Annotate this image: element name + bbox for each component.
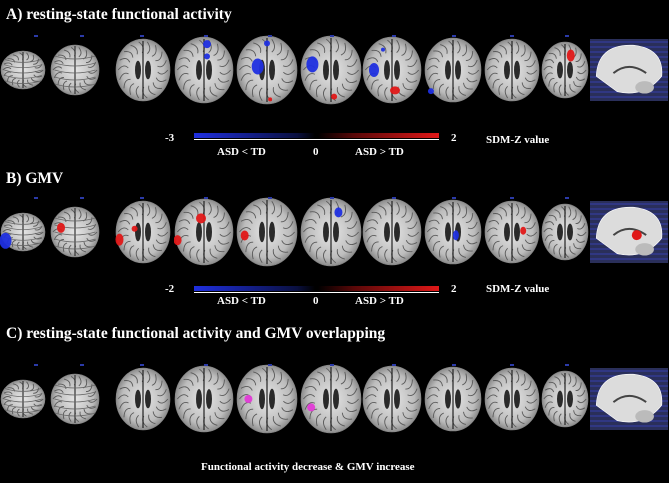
slice-marker bbox=[34, 35, 38, 37]
slice-marker bbox=[268, 197, 272, 199]
slice-marker bbox=[204, 197, 208, 199]
slice-marker bbox=[80, 364, 84, 366]
panel-a-colorbar-zero: 0 bbox=[313, 146, 319, 158]
slice-marker bbox=[34, 364, 38, 366]
brain-slice-axial bbox=[484, 200, 540, 264]
brain-slice-axial bbox=[115, 367, 171, 431]
slice-marker bbox=[80, 35, 84, 37]
panel-c-title: C) resting-state functional activity and… bbox=[6, 325, 386, 342]
panel-b-colorbar-max: 2 bbox=[451, 283, 457, 295]
panel-a-colorbar-axis bbox=[194, 139, 439, 140]
panel-a-colorbar-min: -3 bbox=[165, 132, 175, 144]
panel-c-slice-row bbox=[0, 364, 669, 434]
slice-marker bbox=[510, 364, 514, 366]
brain-slice-axial bbox=[484, 38, 540, 102]
brain-slice-axial bbox=[424, 199, 482, 265]
slice-marker bbox=[510, 197, 514, 199]
brain-slice-axial bbox=[362, 198, 422, 266]
panel-b-colorbar-zero: 0 bbox=[313, 295, 319, 307]
slice-marker bbox=[392, 197, 396, 199]
brain-slice-sagittal bbox=[590, 368, 668, 430]
brain-slice-axial bbox=[50, 44, 100, 96]
slice-marker bbox=[140, 197, 144, 199]
panel-b-colorbar-min: -2 bbox=[165, 283, 175, 295]
panel-a-slice-row bbox=[0, 35, 669, 105]
brain-slice-axial bbox=[484, 367, 540, 431]
brain-slice-axial bbox=[236, 35, 298, 105]
panel-b-label-increase: ASD > TD bbox=[355, 295, 404, 307]
slice-marker bbox=[452, 35, 456, 37]
brain-slice-axial bbox=[236, 197, 298, 267]
brain-slice-axial bbox=[0, 212, 46, 252]
slice-marker bbox=[140, 364, 144, 366]
panel-b-title: B) GMV bbox=[6, 170, 64, 187]
panel-a-title: A) resting-state functional activity bbox=[6, 6, 232, 23]
slice-marker bbox=[268, 35, 272, 37]
slice-marker bbox=[330, 364, 334, 366]
panel-a-colorbar-positive bbox=[318, 133, 439, 138]
panel-b-colorbar-negative bbox=[194, 286, 315, 291]
brain-slice-axial bbox=[174, 36, 234, 104]
panel-a-label-increase: ASD > TD bbox=[355, 146, 404, 158]
panel-a-colorbar-unit: SDM-Z value bbox=[486, 134, 550, 146]
panel-a-label-decrease: ASD < TD bbox=[217, 146, 266, 158]
slice-marker bbox=[330, 35, 334, 37]
brain-slice-axial bbox=[541, 41, 589, 99]
slice-marker bbox=[392, 35, 396, 37]
slice-marker bbox=[452, 197, 456, 199]
brain-slice-axial bbox=[541, 203, 589, 261]
slice-marker bbox=[204, 364, 208, 366]
slice-marker bbox=[392, 364, 396, 366]
brain-slice-sagittal bbox=[590, 39, 668, 101]
brain-slice-axial bbox=[362, 365, 422, 433]
panel-a-colorbar-max: 2 bbox=[451, 132, 457, 144]
brain-slice-sagittal bbox=[590, 201, 668, 263]
slice-marker bbox=[565, 35, 569, 37]
brain-slice-axial bbox=[300, 364, 362, 434]
slice-marker bbox=[204, 35, 208, 37]
brain-slice-axial bbox=[541, 370, 589, 428]
brain-slice-axial bbox=[0, 379, 46, 419]
slice-marker bbox=[330, 197, 334, 199]
panel-b-colorbar-positive bbox=[318, 286, 439, 291]
panel-c-caption: Functional activity decrease & GMV incre… bbox=[201, 461, 415, 473]
panel-a-colorbar-negative bbox=[194, 133, 315, 138]
brain-slice-axial bbox=[424, 366, 482, 432]
brain-slice-axial bbox=[300, 197, 362, 267]
brain-slice-axial bbox=[424, 37, 482, 103]
slice-marker bbox=[80, 197, 84, 199]
panel-b-colorbar-axis bbox=[194, 292, 439, 293]
brain-slice-axial bbox=[236, 364, 298, 434]
slice-marker bbox=[268, 364, 272, 366]
brain-slice-axial bbox=[300, 35, 362, 105]
slice-marker bbox=[565, 197, 569, 199]
panel-b-label-decrease: ASD < TD bbox=[217, 295, 266, 307]
brain-slice-axial bbox=[174, 198, 234, 266]
panel-b-slice-row bbox=[0, 197, 669, 267]
slice-marker bbox=[510, 35, 514, 37]
slice-marker bbox=[452, 364, 456, 366]
slice-marker bbox=[34, 197, 38, 199]
brain-slice-axial bbox=[115, 200, 171, 264]
panel-b-colorbar-unit: SDM-Z value bbox=[486, 283, 550, 295]
brain-slice-axial bbox=[362, 36, 422, 104]
slice-marker bbox=[140, 35, 144, 37]
brain-slice-axial bbox=[50, 373, 100, 425]
slice-marker bbox=[565, 364, 569, 366]
brain-slice-axial bbox=[115, 38, 171, 102]
brain-slice-axial bbox=[174, 365, 234, 433]
brain-slice-axial bbox=[50, 206, 100, 258]
brain-slice-axial bbox=[0, 50, 46, 90]
